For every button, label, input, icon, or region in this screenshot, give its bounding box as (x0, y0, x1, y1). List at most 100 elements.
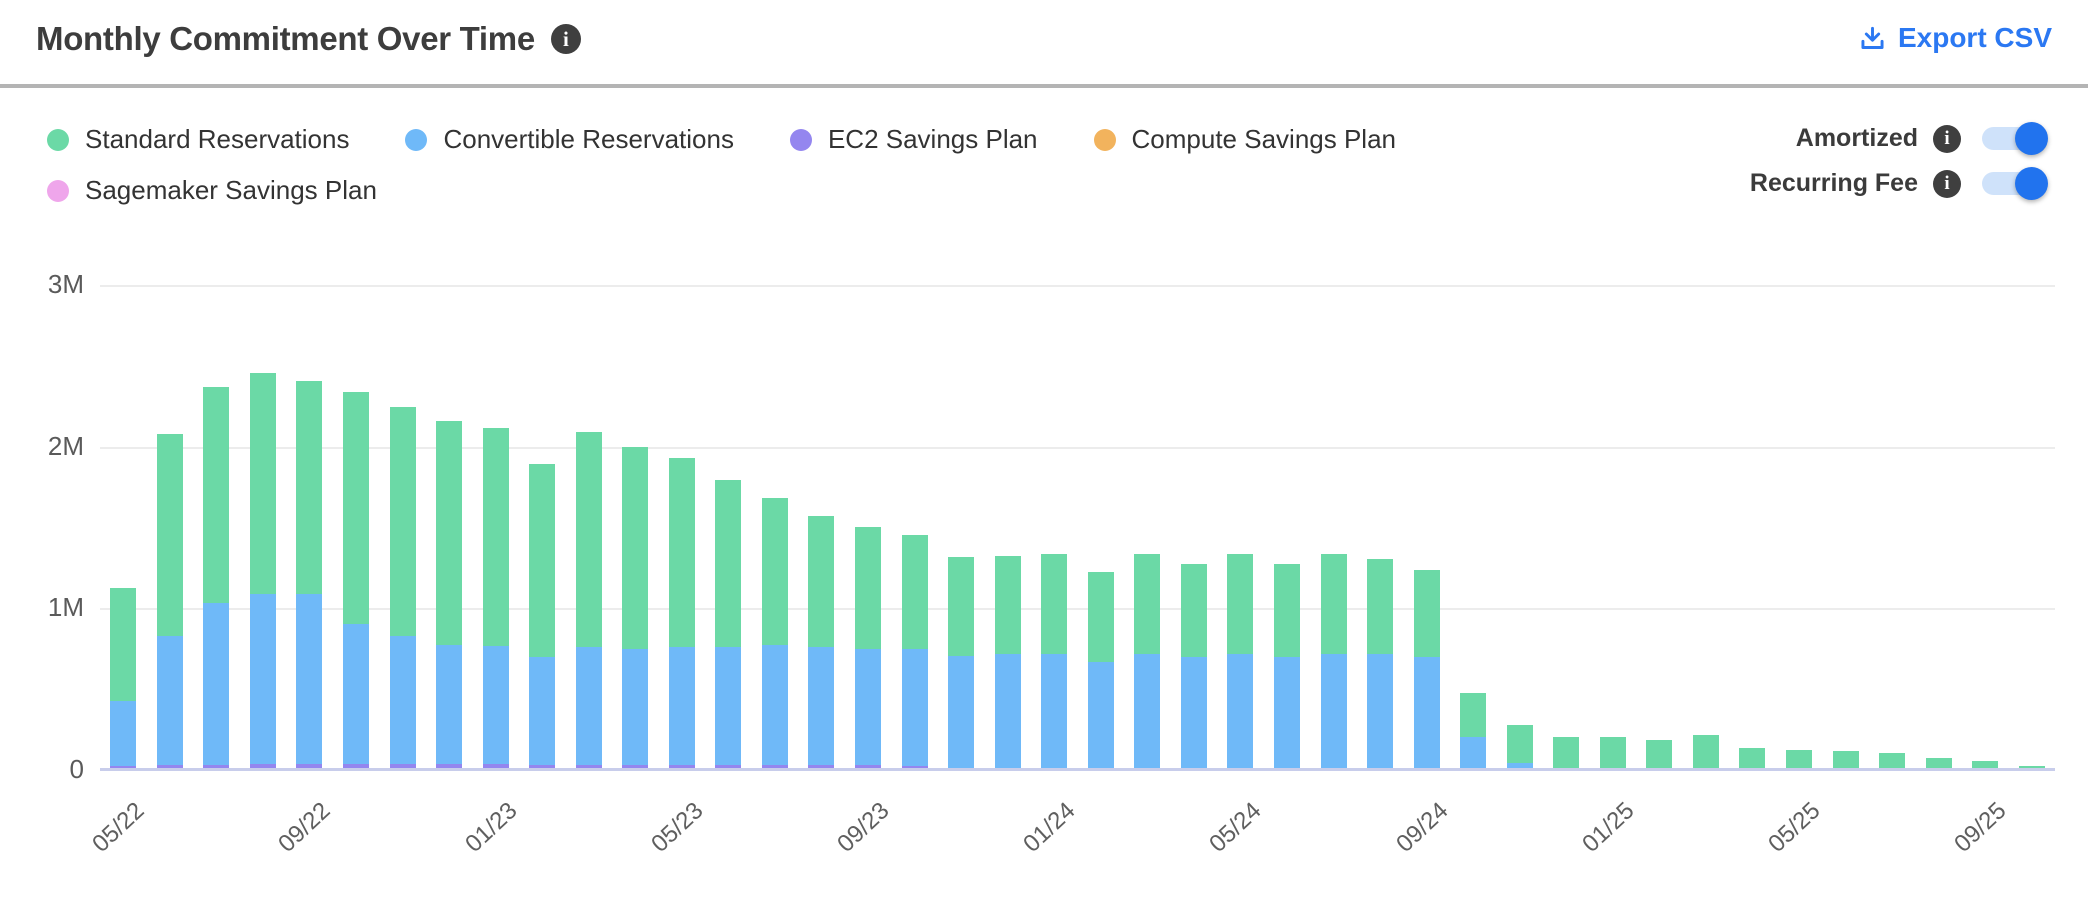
bar-segment (436, 644, 463, 765)
bar-segment (622, 764, 649, 769)
legend-item-standard-reservations[interactable]: Standard Reservations (47, 124, 349, 155)
bar-12-24[interactable] (1553, 284, 1580, 769)
bar-04-23[interactable] (622, 284, 649, 769)
bar-04-24[interactable] (1180, 284, 1207, 769)
bar-02-23[interactable] (529, 284, 556, 769)
bar-segment (1273, 563, 1300, 658)
bar-08-23[interactable] (808, 284, 835, 769)
bar-segment (110, 587, 137, 702)
bar-03-24[interactable] (1134, 284, 1161, 769)
bar-07-25[interactable] (1879, 284, 1906, 769)
legend-label: EC2 Savings Plan (827, 124, 1038, 154)
bar-11-23[interactable] (948, 284, 975, 769)
bar-segment (668, 764, 695, 769)
bar-10-22[interactable] (343, 284, 369, 769)
bar-09-25[interactable] (1972, 284, 1999, 769)
bar-segment (1599, 736, 1626, 769)
bar-10-23[interactable] (901, 284, 928, 769)
bar-09-24[interactable] (1413, 284, 1440, 769)
y-tick-1M: 1M (47, 592, 84, 623)
chart-container: 0 1M 2M 3M 05/22 09/22 01/23 05/23 09/23 01/24 05/… (36, 269, 2055, 858)
bar-11-24[interactable] (1506, 284, 1533, 769)
bar-segment (343, 392, 369, 624)
toggle-group: Amortized i Recurring Fee i (1749, 122, 2058, 200)
bar-segment (575, 646, 602, 765)
bar-09-22[interactable] (296, 284, 323, 769)
bar-segment (761, 764, 788, 769)
x-tick-01-24: 01/24 (1018, 797, 1081, 858)
bar-segment (529, 464, 556, 657)
x-tick-05-24: 05/24 (1204, 797, 1267, 858)
bar-07-22[interactable] (203, 284, 230, 769)
bar-06-24[interactable] (1273, 284, 1300, 769)
bar-segment (203, 603, 230, 765)
bar-segment (855, 527, 882, 649)
bar-segment (1925, 757, 1952, 769)
bar-02-24[interactable] (1087, 284, 1114, 769)
toggle-label: Recurring Fee (1749, 169, 1918, 197)
toggle-label: Amortized (1795, 124, 1918, 152)
amortized-toggle[interactable] (1982, 122, 2048, 155)
card-header: Monthly Commitment Over Time i Export CS… (0, 0, 2088, 70)
bar-06-22[interactable] (156, 284, 183, 769)
title-info-icon[interactable]: i (550, 24, 581, 54)
bar-11-22[interactable] (389, 284, 416, 769)
bar-01-25[interactable] (1599, 284, 1626, 769)
bar-03-23[interactable] (575, 284, 602, 769)
gridline-2M (100, 446, 2055, 449)
bar-12-22[interactable] (436, 284, 463, 769)
bar-05-22[interactable] (110, 284, 137, 769)
export-csv-button[interactable]: Export CSV (1859, 22, 2052, 54)
legend-item-convertible-reservations[interactable]: Convertible Reservations (405, 124, 734, 155)
legend-dot (47, 128, 69, 151)
legend-item-ec2-savings-plan[interactable]: EC2 Savings Plan (789, 124, 1038, 155)
bar-segment (1087, 571, 1114, 663)
info-icon[interactable]: i (1933, 169, 1961, 198)
bar-02-25[interactable] (1646, 284, 1673, 769)
bar-segment (296, 764, 323, 769)
bar-07-23[interactable] (761, 284, 788, 769)
bar-segment (529, 656, 556, 765)
bar-05-23[interactable] (668, 284, 695, 769)
bar-09-23[interactable] (855, 284, 882, 769)
bar-10-25[interactable] (2018, 284, 2045, 769)
export-csv-label: Export CSV (1897, 22, 2052, 53)
bar-03-25[interactable] (1692, 284, 1719, 769)
bar-01-23[interactable] (482, 284, 509, 769)
bar-segment (761, 645, 788, 765)
bar-06-25[interactable] (1832, 284, 1859, 769)
title-wrap: Monthly Commitment Over Time i (36, 20, 581, 58)
info-icon[interactable]: i (1933, 124, 1961, 153)
bar-segment (296, 594, 323, 765)
bar-05-25[interactable] (1785, 284, 1812, 769)
recurring-fee-toggle[interactable] (1982, 167, 2048, 200)
bar-04-25[interactable] (1739, 284, 1766, 769)
bar-08-25[interactable] (1925, 284, 1952, 769)
bar-05-24[interactable] (1227, 284, 1254, 769)
bar-08-24[interactable] (1367, 284, 1394, 769)
bar-segment (1180, 563, 1207, 658)
bar-segment (1972, 760, 1999, 769)
legend-item-compute-savings-plan[interactable]: Compute Savings Plan (1093, 124, 1396, 155)
bar-segment (296, 381, 323, 595)
bar-12-23[interactable] (994, 284, 1021, 769)
bar-segment (901, 534, 928, 650)
bar-segment (761, 498, 788, 646)
bar-segment (1227, 654, 1254, 769)
bar-segment (1553, 736, 1580, 769)
bar-01-24[interactable] (1041, 284, 1068, 769)
bar-segment (575, 764, 602, 769)
legend-dot (1093, 128, 1116, 151)
bar-08-22[interactable] (249, 284, 276, 769)
bar-segment (389, 636, 416, 765)
bar-07-24[interactable] (1320, 284, 1347, 769)
bar-segment (343, 623, 369, 765)
legend-dot (789, 128, 812, 151)
x-axis-labels: 05/22 09/22 01/23 05/23 09/23 01/24 05/24 09/24… (87, 797, 2055, 867)
bar-06-23[interactable] (715, 284, 742, 769)
bar-10-24[interactable] (1460, 284, 1487, 769)
bar-segment (110, 765, 137, 769)
bar-segment (482, 646, 509, 765)
legend-item-sagemaker-savings-plan[interactable]: Sagemaker Savings Plan (47, 175, 377, 206)
toggle-knob (2015, 122, 2048, 155)
